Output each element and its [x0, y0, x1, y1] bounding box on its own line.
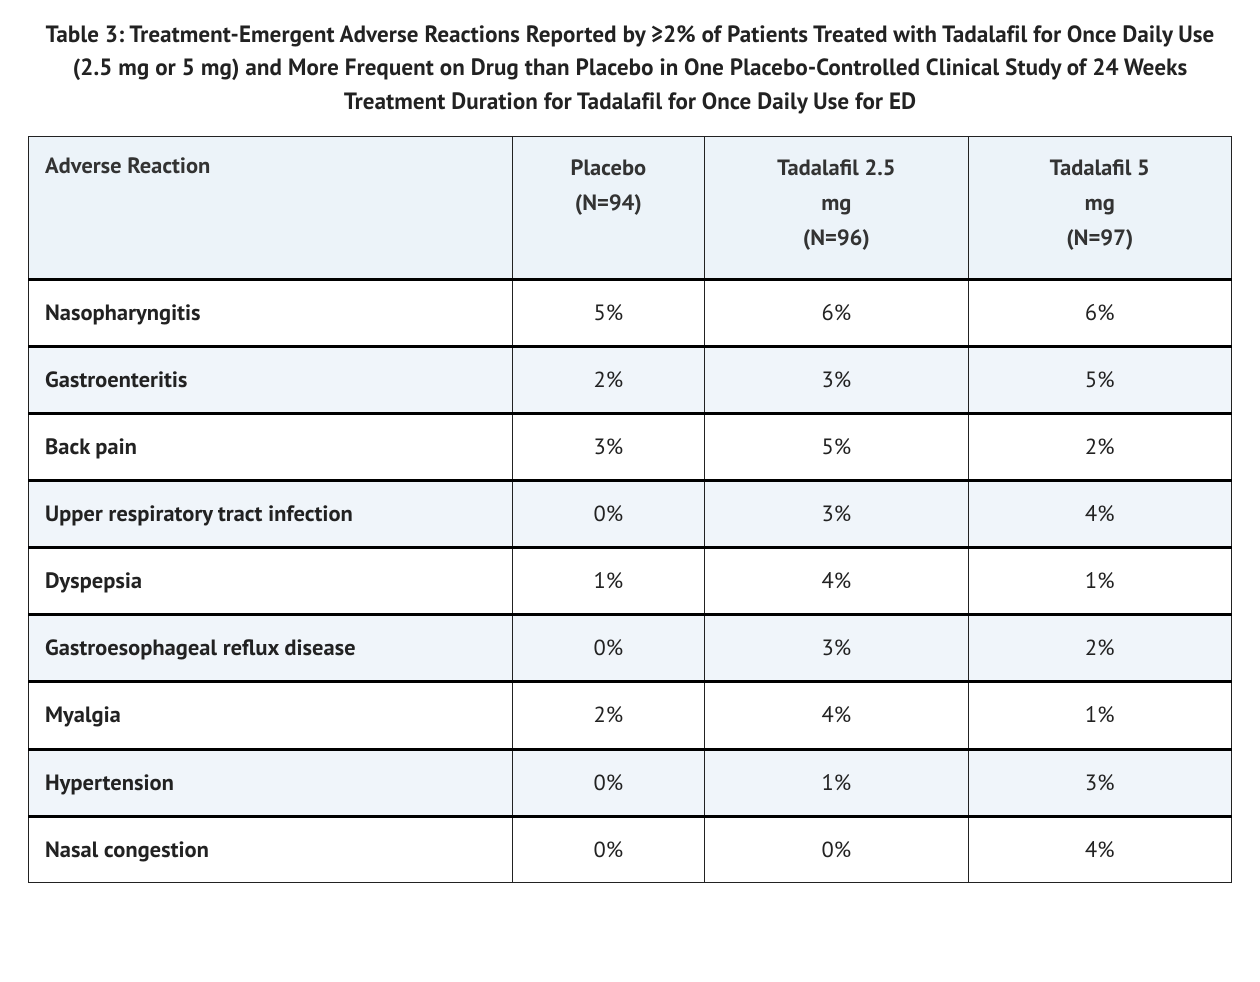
- table-row: Gastroenteritis2%3%5%: [29, 346, 1232, 413]
- adverse-reaction-name: Nasal congestion: [29, 816, 513, 882]
- value-t5: 4%: [968, 816, 1231, 882]
- value-t5: 3%: [968, 749, 1231, 816]
- table-row: Hypertension0%1%3%: [29, 749, 1232, 816]
- value-t5: 4%: [968, 481, 1231, 548]
- value-t25: 5%: [705, 413, 968, 480]
- table-row: Upper respiratory tract infection0%3%4%: [29, 481, 1232, 548]
- table-header-label: mg: [821, 188, 851, 217]
- adverse-reaction-name: Gastroenteritis: [29, 346, 513, 413]
- value-t5: 1%: [968, 548, 1231, 615]
- adverse-reaction-name: Gastroesophageal reflux disease: [29, 615, 513, 682]
- adverse-reaction-name: Upper respiratory tract infection: [29, 481, 513, 548]
- table-header-label: (N=94): [575, 188, 642, 217]
- value-placebo: 0%: [512, 816, 704, 882]
- table-title: Table 3: Treatment-Emergent Adverse Reac…: [40, 18, 1220, 118]
- value-placebo: 0%: [512, 615, 704, 682]
- value-placebo: 0%: [512, 749, 704, 816]
- value-t5: 1%: [968, 682, 1231, 749]
- value-placebo: 2%: [512, 682, 704, 749]
- table-head: Adverse Reaction Placebo (N=94) Tadalafil 2…: [29, 137, 1232, 280]
- table-row: Myalgia2%4%1%: [29, 682, 1232, 749]
- table-row: Gastroesophageal reflux disease0%3%2%: [29, 615, 1232, 682]
- adverse-reaction-name: Nasopharyngitis: [29, 279, 513, 346]
- value-t25: 6%: [705, 279, 968, 346]
- value-placebo: 3%: [512, 413, 704, 480]
- table-header-label: (N=96): [803, 223, 870, 252]
- table-header-placebo: Placebo (N=94): [512, 137, 704, 280]
- table-row: Dyspepsia1%4%1%: [29, 548, 1232, 615]
- adverse-reaction-name: Hypertension: [29, 749, 513, 816]
- value-placebo: 2%: [512, 346, 704, 413]
- adverse-reactions-table: Adverse Reaction Placebo (N=94) Tadalafil 2…: [28, 136, 1232, 883]
- table-header-label: Tadalafil 2.5: [777, 153, 895, 182]
- adverse-reaction-name: Back pain: [29, 413, 513, 480]
- value-t5: 2%: [968, 615, 1231, 682]
- table-row: Nasal congestion0%0%4%: [29, 816, 1232, 882]
- table-body: Nasopharyngitis5%6%6%Gastroenteritis2%3%…: [29, 279, 1232, 882]
- table-header-reaction: Adverse Reaction: [29, 137, 513, 280]
- adverse-reaction-name: Dyspepsia: [29, 548, 513, 615]
- table-header-label: (N=97): [1066, 223, 1133, 252]
- value-placebo: 5%: [512, 279, 704, 346]
- value-placebo: 1%: [512, 548, 704, 615]
- value-t25: 4%: [705, 682, 968, 749]
- value-t5: 2%: [968, 413, 1231, 480]
- table-header-label: Tadalafil 5: [1050, 153, 1150, 182]
- table-header-label: Adverse Reaction: [45, 151, 210, 180]
- value-t5: 5%: [968, 346, 1231, 413]
- table-header-row: Adverse Reaction Placebo (N=94) Tadalafil 2…: [29, 137, 1232, 280]
- value-t25: 1%: [705, 749, 968, 816]
- adverse-reaction-name: Myalgia: [29, 682, 513, 749]
- table-row: Nasopharyngitis5%6%6%: [29, 279, 1232, 346]
- value-t5: 6%: [968, 279, 1231, 346]
- value-t25: 4%: [705, 548, 968, 615]
- value-t25: 3%: [705, 615, 968, 682]
- value-t25: 0%: [705, 816, 968, 882]
- table-header-label: mg: [1085, 188, 1115, 217]
- table-header-t25: Tadalafil 2.5 mg (N=96): [705, 137, 968, 280]
- value-t25: 3%: [705, 481, 968, 548]
- value-t25: 3%: [705, 346, 968, 413]
- value-placebo: 0%: [512, 481, 704, 548]
- table-header-t5: Tadalafil 5 mg (N=97): [968, 137, 1231, 280]
- table-header-label: Placebo: [571, 153, 647, 182]
- table-row: Back pain3%5%2%: [29, 413, 1232, 480]
